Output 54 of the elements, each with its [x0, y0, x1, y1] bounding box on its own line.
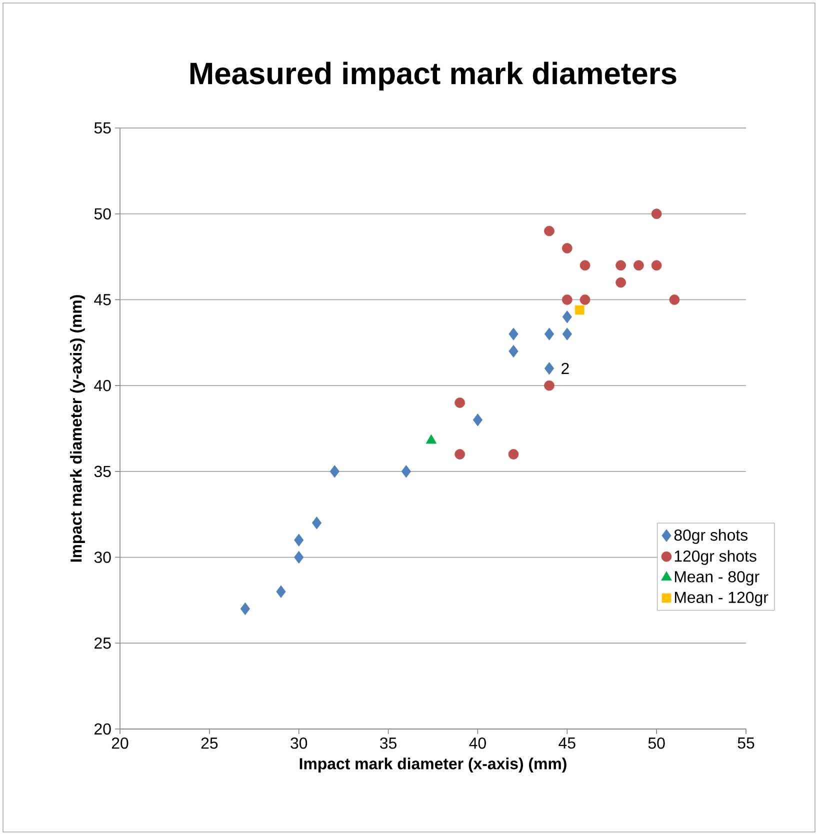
x-tick-label: 40 [469, 738, 486, 749]
y-tick-label: 25 [94, 638, 111, 649]
point [544, 328, 554, 340]
point [580, 260, 590, 271]
point [574, 305, 584, 315]
point [472, 414, 483, 426]
point [562, 294, 572, 305]
point [562, 243, 572, 254]
y-tick-label: 35 [94, 466, 111, 478]
point [544, 226, 554, 236]
point [312, 516, 322, 530]
chart-title: Measured impact mark diameters [190, 62, 676, 90]
point [330, 465, 340, 478]
x-axis-title: Impact mark diameter (x-axis) (mm) [300, 758, 566, 772]
point [651, 260, 662, 271]
point [508, 328, 518, 340]
x-tick-label: 30 [290, 738, 308, 749]
point [454, 398, 466, 408]
y-tick-label: 30 [94, 552, 111, 563]
point [669, 294, 680, 305]
legend-label: 80gr shots [674, 529, 748, 544]
legend-label: Mean - 120gr [674, 592, 768, 606]
x-tick-label: 45 [558, 738, 576, 749]
x-tick-label: 20 [112, 738, 128, 749]
point [544, 362, 554, 375]
point [401, 465, 412, 478]
point [634, 260, 644, 271]
point [562, 328, 572, 340]
point [276, 585, 286, 598]
point [562, 310, 572, 324]
y-tick-label: 50 [94, 208, 111, 220]
x-tick-label: 55 [738, 738, 754, 749]
legend-label: Mean - 80gr [674, 571, 760, 586]
point [294, 534, 304, 546]
annotation: 2 [562, 362, 569, 374]
point [508, 449, 519, 460]
point [580, 294, 590, 305]
point [454, 449, 466, 460]
y-axis-title: Impact mark diameter (y-axis) (mm) [70, 295, 85, 562]
y-tick-label: 45 [94, 294, 111, 306]
point [616, 277, 626, 288]
y-tick-label: 55 [94, 122, 111, 134]
y-tick-label: 20 [94, 723, 111, 735]
legend-label: 120gr shots [674, 550, 756, 565]
point [294, 550, 304, 564]
y-tick-label: 40 [94, 380, 111, 392]
point [544, 380, 554, 391]
point [616, 260, 626, 271]
x-tick-label: 25 [201, 738, 218, 749]
x-tick-label: 50 [648, 738, 665, 749]
point [651, 208, 662, 220]
x-tick-label: 35 [380, 738, 396, 749]
point [508, 344, 518, 358]
point [240, 602, 250, 616]
